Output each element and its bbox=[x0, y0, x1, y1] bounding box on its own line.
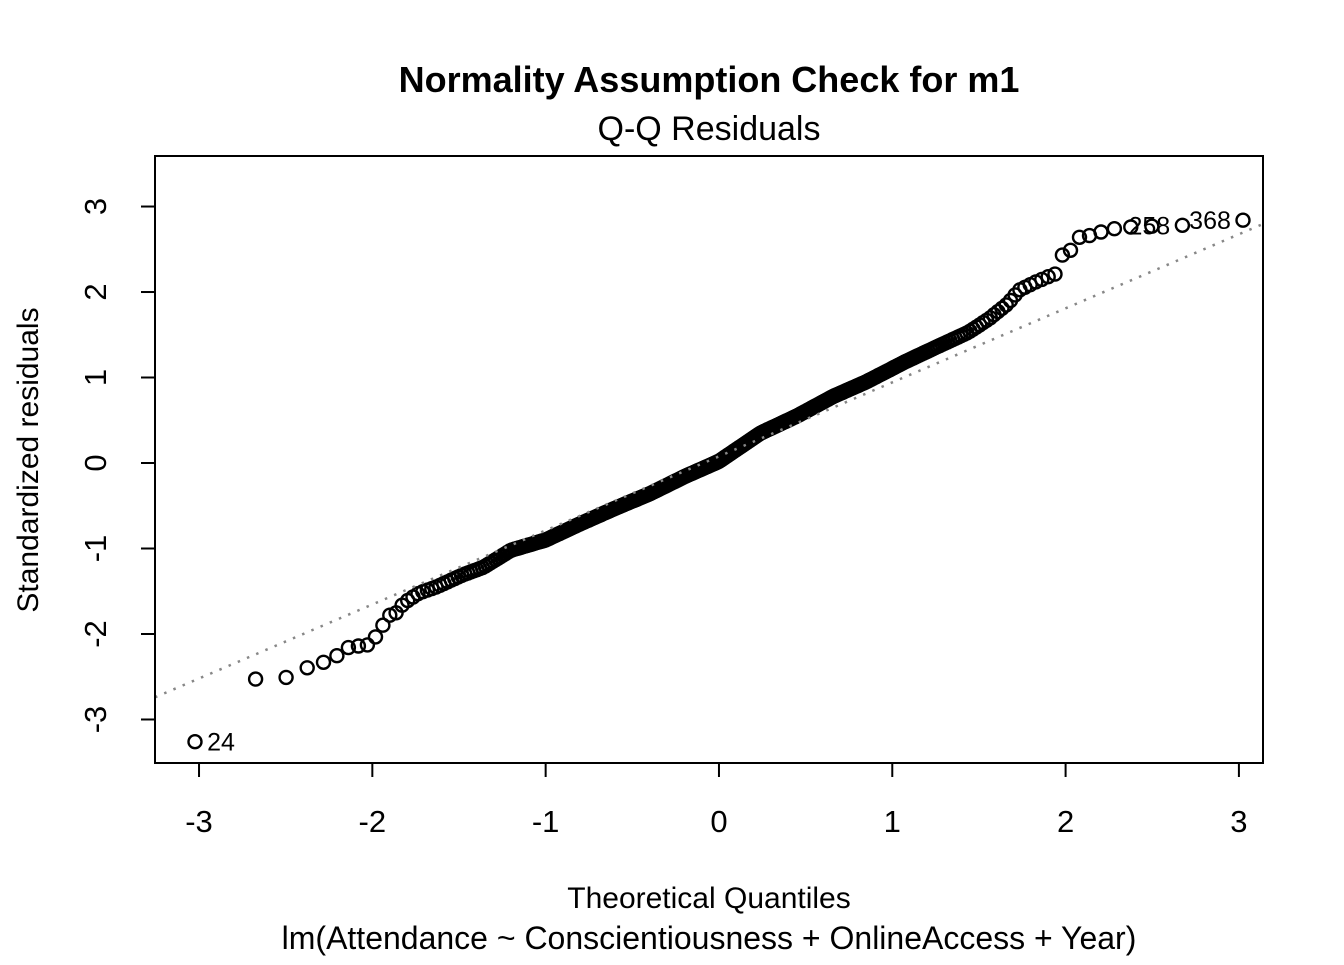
data-point bbox=[315, 654, 332, 670]
chart-title: Normality Assumption Check for m1 bbox=[399, 59, 1020, 100]
data-point bbox=[1144, 218, 1160, 234]
y-tick-label: -3 bbox=[78, 706, 113, 734]
data-point bbox=[998, 297, 1014, 313]
data-point bbox=[350, 638, 367, 654]
x-tick-label: -1 bbox=[532, 804, 560, 839]
data-point bbox=[994, 300, 1010, 316]
x-tick-label: -3 bbox=[185, 804, 213, 839]
outlier-labels-layer: 24 258 368 bbox=[207, 207, 1231, 757]
y-tick-label: 1 bbox=[78, 369, 113, 386]
data-point bbox=[1174, 217, 1191, 234]
plot-border bbox=[154, 155, 1264, 764]
data-point bbox=[1040, 269, 1056, 285]
y-tick-label: 3 bbox=[78, 198, 113, 215]
x-tick-label: 0 bbox=[710, 804, 727, 839]
qq-points-layer bbox=[187, 212, 1251, 750]
outlier-label: 368 bbox=[1189, 207, 1231, 235]
data-point bbox=[1235, 212, 1251, 228]
data-point bbox=[1062, 242, 1079, 259]
data-point bbox=[1047, 266, 1063, 282]
y-tick-label: 0 bbox=[78, 454, 113, 471]
x-tick-label: 1 bbox=[884, 804, 901, 839]
data-point bbox=[1123, 219, 1139, 235]
x-tick-label: -2 bbox=[359, 804, 387, 839]
data-point bbox=[367, 629, 384, 645]
data-point bbox=[359, 637, 376, 653]
x-tick-label: 2 bbox=[1057, 804, 1074, 839]
y-axis-title: Standardized residuals bbox=[12, 307, 45, 612]
data-point bbox=[247, 671, 264, 687]
y-axis-layer: -3 -2 -1 0 1 2 3 bbox=[78, 198, 155, 733]
y-tick-label: 2 bbox=[78, 283, 113, 300]
data-point bbox=[1106, 220, 1123, 237]
data-point bbox=[1054, 247, 1071, 263]
outlier-label: 258 bbox=[1128, 212, 1170, 240]
data-point bbox=[375, 617, 391, 633]
data-point bbox=[278, 669, 294, 686]
data-point bbox=[187, 734, 203, 750]
outlier-label: 24 bbox=[207, 729, 235, 757]
x-tick-label: 3 bbox=[1230, 804, 1247, 839]
data-point bbox=[1071, 229, 1088, 246]
data-point bbox=[299, 660, 315, 676]
data-point bbox=[329, 648, 345, 664]
y-tick-label: -1 bbox=[78, 535, 113, 563]
plot-border-layer bbox=[154, 155, 1264, 764]
data-point bbox=[340, 639, 357, 656]
chart-subtitle: Q-Q Residuals bbox=[598, 110, 821, 148]
y-tick-label: -2 bbox=[78, 620, 113, 648]
data-point bbox=[1093, 224, 1109, 240]
model-caption: lm(Attendance ~ Conscientiousness + Onli… bbox=[282, 920, 1137, 956]
reference-line-layer bbox=[154, 222, 1264, 699]
x-axis-title: Theoretical Quantiles bbox=[567, 882, 850, 915]
qq-reference-line bbox=[154, 222, 1264, 699]
x-axis-layer: -3 -2 -1 0 1 2 3 bbox=[185, 763, 1248, 839]
